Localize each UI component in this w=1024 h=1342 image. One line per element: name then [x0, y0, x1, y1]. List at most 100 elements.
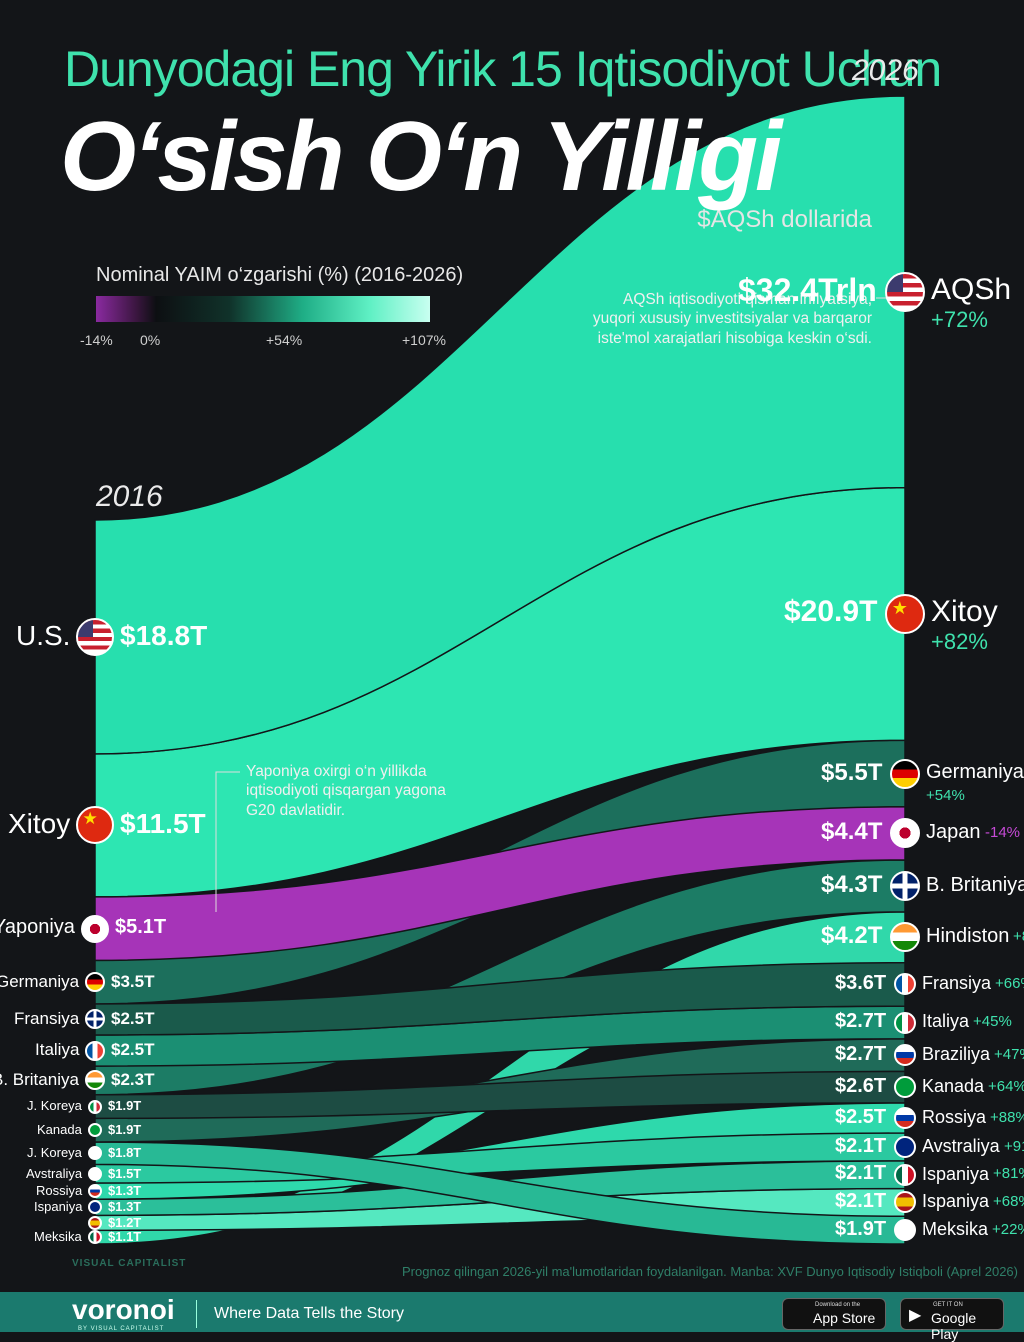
- right-change: +45%: [973, 1013, 1012, 1031]
- gb-flag-icon: [85, 1009, 105, 1030]
- it-flag-icon: [894, 1011, 916, 1034]
- right-label: Xitoy: [931, 595, 998, 629]
- es-flag-icon: [88, 1215, 102, 1230]
- left-label: Xitoy: [8, 808, 71, 840]
- left-label: Meksika: [34, 1229, 82, 1245]
- right-value: $3.6T: [835, 972, 887, 995]
- app-store-button[interactable]: Download on the App Store: [782, 1298, 886, 1330]
- right-label: B. Britaniya: [926, 873, 1024, 896]
- right-label: Rossiya: [922, 1106, 987, 1127]
- cn-flag-icon: ★: [885, 593, 925, 634]
- japan-annotation-line: [215, 771, 240, 912]
- left-value: $1.8T: [108, 1145, 142, 1161]
- ru-flag-icon: [894, 1107, 916, 1130]
- right-label: Hindiston: [926, 924, 1010, 947]
- es-flag-icon: [894, 1191, 916, 1214]
- google-play-label: Google Play: [931, 1310, 977, 1342]
- right-label: Ispaniya: [922, 1191, 990, 1212]
- legend-tick: 0%: [140, 332, 161, 348]
- left-value: $1.3T: [108, 1183, 142, 1199]
- right-change: +66%: [995, 975, 1024, 993]
- right-value: $2.1T: [835, 1134, 887, 1157]
- right-label: AQSh: [931, 273, 1012, 307]
- left-label: B. Britaniya: [0, 1069, 79, 1089]
- legend-tick: +54%: [266, 332, 303, 348]
- us-flag-icon: [76, 617, 114, 656]
- right-value: $2.1T: [835, 1162, 887, 1185]
- right-label: Avstraliya: [922, 1135, 1000, 1156]
- in-flag-icon: [85, 1070, 105, 1091]
- legend-tick: +107%: [402, 332, 446, 348]
- it-flag-icon: [88, 1099, 102, 1114]
- right-change: +83%: [1013, 928, 1024, 946]
- us-flag-icon: [885, 271, 925, 312]
- unit-note: $AQSh dollarida: [697, 206, 872, 233]
- right-change: +72%: [931, 307, 988, 333]
- voronoi-logo-sub: BY VISUAL CAPITALIST: [78, 1326, 165, 1332]
- right-label: Kanada: [922, 1076, 985, 1097]
- right-change: +91%: [1004, 1137, 1024, 1155]
- right-label: Japan: [926, 820, 981, 843]
- chart-subtitle: Dunyodagi Eng Yirik 15 Iqtisodiyot Uchun: [64, 41, 942, 97]
- cn-flag-icon: ★: [76, 806, 114, 845]
- left-value: $3.5T: [111, 971, 155, 991]
- source-note: Prognoz qilingan 2026-yil ma'lumotlarida…: [402, 1264, 1018, 1279]
- tagline: Where Data Tells the Story: [214, 1305, 405, 1322]
- left-value: $18.8T: [120, 619, 208, 651]
- left-value: $2.5T: [111, 1008, 155, 1028]
- right-value: $2.7T: [835, 1042, 887, 1065]
- left-value: $11.5T: [120, 808, 206, 840]
- fr-flag-icon: [894, 973, 916, 996]
- right-change: +64%: [988, 1077, 1024, 1095]
- mx-flag-icon: [88, 1230, 102, 1245]
- ru-flag-icon: [894, 1044, 916, 1067]
- right-change: +54%: [926, 787, 965, 805]
- legend-tick: -14%: [80, 332, 113, 348]
- left-value: $1.2T: [108, 1214, 142, 1230]
- left-value: $5.1T: [115, 916, 167, 939]
- au-flag-icon: [88, 1200, 102, 1215]
- in-flag-icon: [890, 922, 920, 953]
- voronoi-logo[interactable]: voronoi: [72, 1294, 175, 1325]
- flow-band-yaponiya: [94, 806, 906, 962]
- right-value: $2.7T: [835, 1010, 887, 1033]
- jp-flag-icon: [81, 914, 109, 943]
- right-value: $2.1T: [835, 1190, 887, 1213]
- right-value: $4.3T: [821, 871, 883, 899]
- left-label: U.S.: [16, 619, 71, 651]
- right-value: $1.9T: [835, 1217, 887, 1240]
- flow-band-u-s-: [94, 95, 906, 755]
- left-label: Ispaniya: [34, 1199, 83, 1215]
- play-icon: ▶: [909, 1307, 922, 1324]
- app-store-label: App Store: [813, 1310, 876, 1326]
- right-label: Braziliya: [922, 1044, 991, 1065]
- kr-flag-icon: [88, 1146, 102, 1161]
- jp-flag-icon: [890, 818, 920, 849]
- left-label: Avstraliya: [26, 1165, 83, 1181]
- de-flag-icon: [85, 972, 105, 993]
- left-value: $1.9T: [108, 1122, 142, 1138]
- left-label: Italiya: [35, 1040, 80, 1060]
- right-value: $2.6T: [835, 1074, 887, 1097]
- left-label: Germaniya: [0, 971, 80, 991]
- flow-band-j-koreya: [94, 1141, 906, 1245]
- left-label: Kanada: [37, 1122, 82, 1138]
- right-value: $4.2T: [821, 922, 883, 950]
- left-value: $2.5T: [111, 1040, 155, 1060]
- right-label: Germaniya: [926, 761, 1024, 784]
- right-label: Italiya: [922, 1011, 970, 1032]
- left-value: $1.3T: [108, 1199, 142, 1215]
- left-label: Yaponiya: [0, 916, 75, 939]
- year-start-label: 2016: [96, 480, 163, 513]
- google-play-small: GET IT ON: [933, 1302, 963, 1308]
- left-label: Fransiya: [14, 1008, 80, 1028]
- left-label: J. Koreya: [27, 1098, 82, 1114]
- left-label: J. Koreya: [27, 1145, 82, 1161]
- de-flag-icon: [890, 758, 920, 789]
- mx-flag-icon: [894, 1163, 916, 1186]
- right-value: $20.9T: [784, 595, 878, 629]
- fr-flag-icon: [85, 1040, 105, 1061]
- legend-title: Nominal YAIM o‘zgarishi (%) (2016-2026): [96, 264, 464, 286]
- google-play-button[interactable]: ▶ GET IT ON Google Play: [900, 1298, 1004, 1342]
